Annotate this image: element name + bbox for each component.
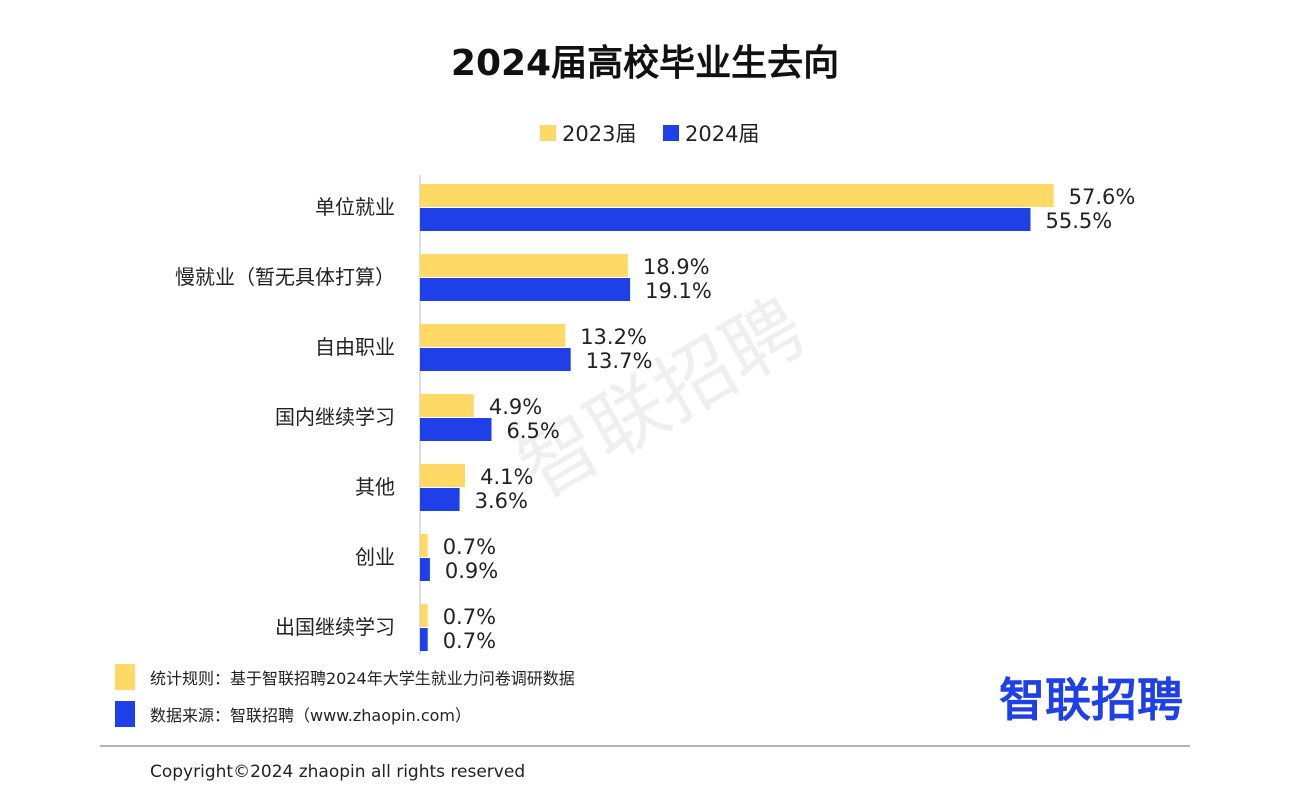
value-labels: 57.6%55.5% 18.9%19.1% 13.2%13.7% 4.9%6.5% 4.… <box>443 185 1136 653</box>
value-label-2023: 0.7% <box>443 535 496 559</box>
note-swatch-blue <box>115 701 135 727</box>
bar-2024 <box>420 208 1031 231</box>
value-label-2024: 0.7% <box>443 629 496 653</box>
value-label-2023: 13.2% <box>580 325 647 349</box>
legend-swatch-2024 <box>663 125 679 141</box>
watermark: 智联招聘 <box>505 283 820 517</box>
value-label-2024: 6.5% <box>507 419 560 443</box>
value-label-2024: 3.6% <box>475 489 528 513</box>
copyright: Copyright©2024 zhaopin all rights reserv… <box>150 762 525 782</box>
bar-2024 <box>420 418 492 441</box>
value-label-2023: 57.6% <box>1069 185 1136 209</box>
category-label: 单位就业 <box>315 195 395 219</box>
value-label-2023: 4.9% <box>489 395 542 419</box>
bar-2023 <box>420 324 566 347</box>
category-label: 出国继续学习 <box>275 615 395 639</box>
category-label: 国内继续学习 <box>275 405 395 429</box>
bar-2024 <box>420 558 430 581</box>
category-label: 慢就业（暂无具体打算） <box>175 265 395 289</box>
value-label-2024: 19.1% <box>645 279 712 303</box>
bars <box>420 184 1054 651</box>
category-label: 创业 <box>355 545 395 569</box>
note-source: 数据来源：智联招聘（www.zhaopin.com） <box>150 706 471 725</box>
bar-2023 <box>420 464 466 487</box>
value-label-2024: 55.5% <box>1046 209 1113 233</box>
category-label: 其他 <box>355 475 395 499</box>
bar-2024 <box>420 488 460 511</box>
note-swatch-yellow <box>115 664 135 690</box>
bar-2023 <box>420 534 428 557</box>
brand-logo: 智联招聘 <box>999 673 1183 727</box>
bar-2023 <box>420 604 428 627</box>
value-label-2024: 0.9% <box>445 559 498 583</box>
legend: 2023届 2024届 <box>540 122 759 146</box>
note-rule: 统计规则：基于智联招聘2024年大学生就业力问卷调研数据 <box>150 669 575 688</box>
legend-label-2024: 2024届 <box>685 122 759 146</box>
value-label-2023: 4.1% <box>480 465 533 489</box>
bar-2023 <box>420 184 1054 207</box>
legend-swatch-2023 <box>540 125 556 141</box>
bar-2024 <box>420 628 428 651</box>
legend-label-2023: 2023届 <box>562 122 636 146</box>
notes: 统计规则：基于智联招聘2024年大学生就业力问卷调研数据 数据来源：智联招聘（w… <box>115 664 575 727</box>
bar-2024 <box>420 348 571 371</box>
chart-title: 2024届高校毕业生去向 <box>451 43 839 84</box>
value-label-2023: 18.9% <box>643 255 710 279</box>
bar-2023 <box>420 254 628 277</box>
value-label-2024: 13.7% <box>586 349 653 373</box>
bar-2024 <box>420 278 631 301</box>
bar-2023 <box>420 394 474 417</box>
value-label-2023: 0.7% <box>443 605 496 629</box>
category-label: 自由职业 <box>315 335 395 359</box>
